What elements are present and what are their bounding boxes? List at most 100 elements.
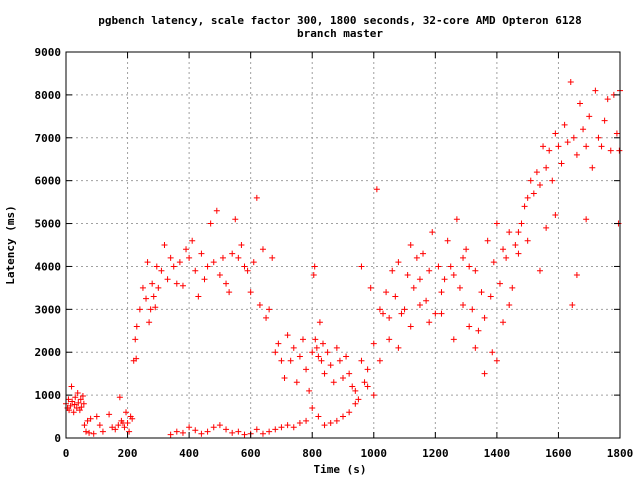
data-point — [500, 246, 507, 253]
data-point — [466, 323, 473, 330]
data-point — [524, 194, 531, 201]
data-point — [72, 394, 79, 401]
data-point — [133, 355, 140, 362]
data-point — [586, 113, 593, 120]
data-point — [293, 379, 300, 386]
data-point — [346, 409, 353, 416]
data-point — [284, 422, 291, 429]
data-point — [438, 310, 445, 317]
data-point — [506, 302, 513, 309]
data-point — [290, 424, 297, 431]
data-point — [583, 143, 590, 150]
data-point — [278, 424, 285, 431]
data-point — [543, 164, 550, 171]
data-point — [207, 220, 214, 227]
data-point — [313, 344, 320, 351]
chart-title-line-1: pgbench latency, scale factor 300, 1800 … — [98, 14, 581, 27]
data-point — [386, 314, 393, 321]
x-tick-label: 1200 — [422, 447, 449, 460]
data-point — [238, 242, 245, 248]
y-tick-label: 9000 — [35, 46, 62, 59]
data-point — [223, 280, 230, 287]
data-point — [86, 429, 93, 436]
data-points — [63, 79, 623, 438]
data-point — [306, 387, 313, 394]
data-point — [416, 302, 423, 309]
chart-title-line-2: branch master — [297, 27, 383, 40]
data-point — [192, 427, 199, 434]
data-point — [67, 402, 74, 409]
data-point — [296, 353, 303, 360]
data-point — [395, 344, 402, 351]
data-point — [484, 237, 491, 244]
data-point — [73, 404, 80, 411]
data-point — [395, 259, 402, 266]
data-point — [287, 357, 294, 364]
data-point — [518, 220, 525, 227]
data-point — [315, 413, 322, 420]
data-point — [569, 302, 576, 309]
data-point — [481, 314, 488, 321]
data-point — [472, 344, 479, 351]
data-point — [158, 267, 165, 274]
data-point — [83, 428, 90, 435]
data-point — [552, 211, 559, 218]
data-point — [112, 426, 119, 433]
data-point — [213, 207, 220, 214]
data-point — [299, 336, 306, 343]
data-point — [74, 389, 81, 396]
data-point — [472, 267, 479, 274]
data-point — [146, 319, 153, 326]
data-point — [570, 134, 577, 141]
data-point — [269, 254, 276, 261]
data-point — [509, 284, 516, 291]
data-point — [143, 295, 150, 302]
x-tick-label: 600 — [241, 447, 261, 460]
data-point — [426, 319, 433, 326]
data-point — [311, 263, 318, 270]
data-point — [219, 254, 226, 261]
data-point — [167, 431, 174, 438]
data-point — [576, 100, 583, 107]
data-point — [179, 429, 186, 436]
data-point — [186, 424, 193, 431]
y-tick-label: 3000 — [35, 303, 62, 316]
data-point — [604, 96, 611, 103]
data-point — [266, 306, 273, 313]
data-point — [66, 407, 73, 414]
data-point — [358, 263, 365, 270]
data-point — [259, 430, 266, 437]
data-point — [580, 126, 587, 133]
data-point — [266, 428, 273, 435]
data-point — [210, 424, 217, 431]
data-point — [392, 293, 399, 300]
data-point — [309, 349, 316, 356]
data-point — [463, 246, 470, 253]
data-point — [340, 413, 346, 420]
data-point — [333, 417, 340, 424]
data-point — [109, 424, 116, 431]
data-point — [75, 399, 82, 406]
data-point — [389, 267, 396, 274]
data-point — [506, 229, 513, 236]
data-point — [312, 336, 319, 343]
data-point — [192, 267, 199, 274]
data-point — [601, 117, 608, 124]
data-point — [444, 237, 451, 244]
data-point — [147, 306, 154, 313]
data-point — [139, 284, 146, 291]
data-point — [503, 254, 510, 261]
data-point — [186, 254, 193, 261]
data-point — [204, 263, 211, 270]
data-point — [189, 237, 196, 244]
data-point — [540, 143, 547, 150]
y-tick-label: 5000 — [35, 218, 62, 231]
data-point — [133, 323, 140, 330]
x-axis-title: Time (s) — [314, 463, 367, 476]
data-point — [121, 424, 128, 431]
data-point — [272, 426, 279, 433]
data-point — [416, 276, 423, 283]
data-point — [106, 411, 113, 418]
y-axis-ticks: 0 1000 2000 3000 4000 5000 6000 7000 8000 9000 — [35, 46, 620, 445]
